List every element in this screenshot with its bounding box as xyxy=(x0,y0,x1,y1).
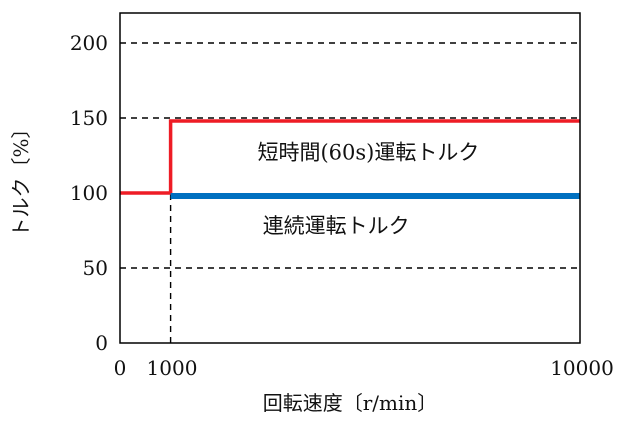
grid xyxy=(120,42,580,343)
x-axis-label: 回転速度〔r/min〕 xyxy=(263,391,438,415)
annotation-continuous-torque: 連続運転トルク xyxy=(263,214,410,238)
y-tick-label: 0 xyxy=(95,331,108,355)
tick-labels: 0 50 100 150 200 0 1000 10000 xyxy=(70,31,614,380)
x-tick-label: 0 xyxy=(114,356,127,380)
y-axis-label: トルク〔%〕 xyxy=(9,118,33,237)
annotation-short-time-torque: 短時間(60s)運転トルク xyxy=(257,141,479,165)
y-tick-label: 100 xyxy=(70,181,108,205)
x-tick-label: 1000 xyxy=(147,356,198,380)
x-tick-label: 10000 xyxy=(550,356,614,380)
y-tick-label: 200 xyxy=(70,31,108,55)
series-group xyxy=(120,119,580,199)
y-tick-label: 50 xyxy=(83,256,108,280)
series-line-short-time-torque xyxy=(120,119,580,195)
plot-frame xyxy=(119,12,581,344)
y-tick-label: 150 xyxy=(70,106,108,130)
